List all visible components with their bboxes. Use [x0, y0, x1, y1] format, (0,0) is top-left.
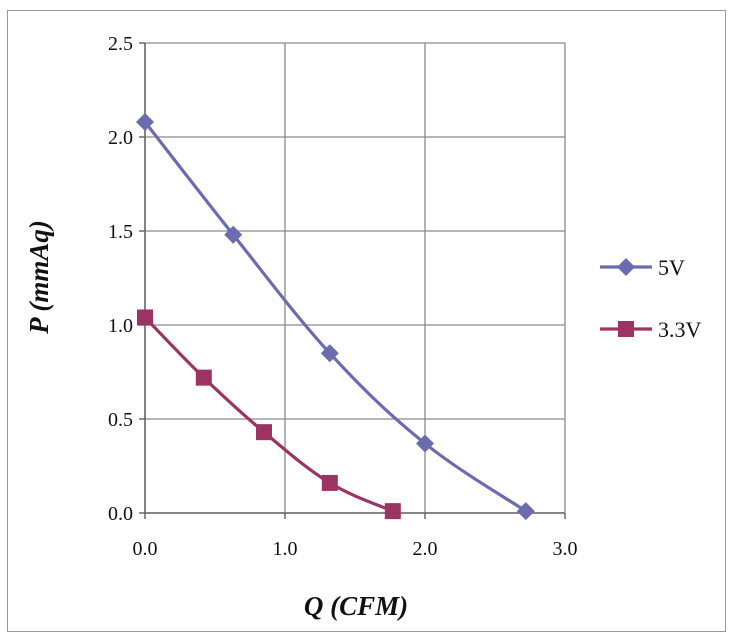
y-tick-label: 1.5 — [108, 221, 133, 243]
data-point — [195, 369, 212, 386]
y-tick-label: 0.0 — [108, 503, 133, 525]
data-point — [137, 309, 153, 326]
y-tick-label: 2.5 — [108, 33, 133, 55]
data-point — [384, 503, 401, 520]
legend-label: 5V — [658, 255, 685, 280]
x-tick-label: 2.0 — [413, 538, 438, 560]
y-tick-label: 1.0 — [108, 315, 133, 337]
data-point — [416, 434, 434, 453]
series-1 — [137, 309, 401, 520]
y-tick-label: 0.5 — [108, 409, 133, 431]
series-line — [143, 316, 394, 513]
legend-marker — [618, 321, 634, 337]
legend-label: 3.3V — [658, 317, 702, 342]
chart-frame — [7, 10, 726, 632]
y-tick-label: 2.0 — [108, 127, 133, 149]
legend-item: 5V — [600, 255, 685, 280]
series-line — [143, 120, 527, 513]
data-point — [256, 424, 272, 441]
data-point — [136, 112, 154, 131]
data-point — [320, 344, 339, 363]
x-tick-label: 1.0 — [273, 538, 298, 560]
legend: 5V 3.3V — [600, 255, 702, 342]
x-tick-label: 3.0 — [553, 538, 578, 560]
data-point — [321, 474, 338, 491]
grid — [144, 42, 566, 514]
legend-item: 3.3V — [600, 317, 702, 342]
axes: 0.0 0.5 1.0 1.5 2.0 2.5 0.0 1.0 2.0 3.0 — [108, 33, 578, 560]
series-layer — [136, 112, 535, 521]
data-point — [516, 502, 535, 521]
data-point — [224, 225, 243, 244]
legend-marker — [617, 258, 635, 276]
series-0 — [136, 112, 535, 521]
y-axis-title: P (mmAq) — [24, 220, 54, 335]
x-axis-title: Q (CFM) — [304, 591, 408, 621]
x-tick-label: 0.0 — [133, 538, 158, 560]
